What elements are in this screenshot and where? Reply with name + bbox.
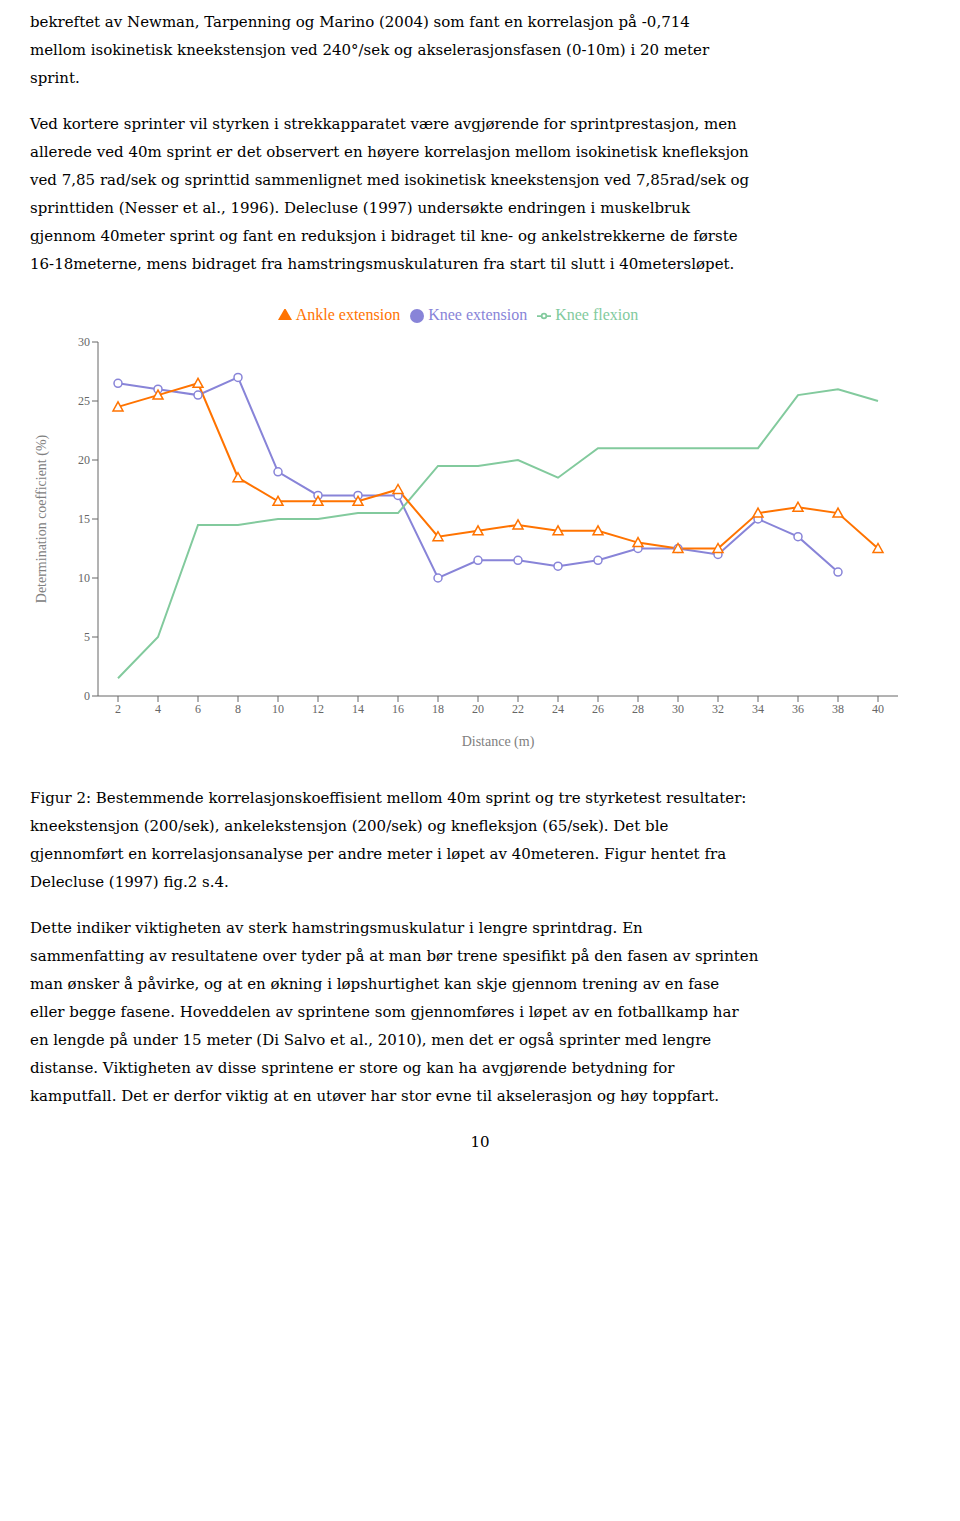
- svg-text:15: 15: [78, 512, 90, 526]
- svg-text:24: 24: [552, 702, 564, 716]
- svg-text:4: 4: [155, 702, 161, 716]
- svg-text:25: 25: [78, 394, 90, 408]
- svg-text:36: 36: [792, 702, 804, 716]
- html-text:gjennomført en korrelasjonsana: gjennomført en korrelasjonsanalyse per a…: [30, 845, 727, 863]
- svg-text:32: 32: [712, 702, 724, 716]
- html-text:allerede ved 40m sprint er det: allerede ved 40m sprint er det observert…: [30, 143, 749, 161]
- svg-text:10: 10: [78, 571, 90, 585]
- svg-text:14: 14: [352, 702, 364, 716]
- svg-text:Determination coefficient (%): Determination coefficient (%): [34, 434, 50, 603]
- html-text:ved 7,85 rad/sek og sprinttid: ved 7,85 rad/sek og sprinttid sammenlign…: [30, 171, 750, 189]
- html-text:Knee flexion: Knee flexion: [555, 306, 639, 323]
- svg-text:40: 40: [872, 702, 884, 716]
- svg-text:28: 28: [632, 702, 644, 716]
- html-text:man ønsker å påvirke, og at en: man ønsker å påvirke, og at en økning i …: [30, 975, 720, 993]
- html-text:kamputfall. Det er derfor vikt: kamputfall. Det er derfor viktig at en u…: [30, 1087, 719, 1105]
- html-text:Ankle extension: Ankle extension: [295, 306, 401, 323]
- html-text:sprinttiden (Nesser et al., 19: sprinttiden (Nesser et al., 1996). Delec…: [30, 199, 690, 217]
- svg-text:20: 20: [78, 453, 90, 467]
- svg-text:34: 34: [752, 702, 764, 716]
- svg-text:38: 38: [832, 702, 844, 716]
- svg-text:2: 2: [115, 702, 121, 716]
- html-text:Figur 2: Bestemmende korrelasj: Figur 2: Bestemmende korrelasjonskoeffis…: [30, 789, 747, 807]
- html-text:en lengde på under 15 meter (D: en lengde på under 15 meter (Di Salvo et…: [30, 1031, 712, 1049]
- html-text:distanse. Viktigheten av disse: distanse. Viktigheten av disse sprintene…: [30, 1059, 675, 1077]
- html-text:gjennom 40meter sprint og fant: gjennom 40meter sprint og fant en reduks…: [30, 227, 738, 245]
- svg-text:8: 8: [235, 702, 241, 716]
- html-text:10: 10: [470, 1133, 490, 1151]
- html-text:sammenfatting av resultatene o: sammenfatting av resultatene over tyder …: [30, 947, 759, 965]
- html-text:16-18meterne, mens bidraget fr: 16-18meterne, mens bidraget fra hamstrin…: [30, 255, 735, 273]
- svg-text:26: 26: [592, 702, 604, 716]
- html-text:bekreftet av Newman, Tarpennin: bekreftet av Newman, Tarpenning og Marin…: [30, 13, 690, 31]
- html-text:Knee extension: Knee extension: [428, 306, 528, 323]
- html-text:Dette indiker viktigheten av s: Dette indiker viktigheten av sterk hamst…: [30, 919, 643, 937]
- html-text:eller begge fasene. Hoveddelen: eller begge fasene. Hoveddelen av sprint…: [30, 1003, 739, 1021]
- html-text:sprint.: sprint.: [30, 69, 80, 87]
- svg-text:20: 20: [472, 702, 484, 716]
- svg-text:12: 12: [312, 702, 324, 716]
- html-text:Ved kortere sprinter vil styrk: Ved kortere sprinter vil styrken i strek…: [30, 115, 737, 133]
- svg-text:16: 16: [392, 702, 404, 716]
- html-text:mellom isokinetisk kneekstensj: mellom isokinetisk kneekstensjon ved 240…: [30, 41, 710, 59]
- html-text:Delecluse (1997) fig.2 s.4.: Delecluse (1997) fig.2 s.4.: [30, 873, 229, 891]
- svg-text:5: 5: [84, 630, 90, 644]
- svg-text:30: 30: [672, 702, 684, 716]
- svg-text:30: 30: [78, 335, 90, 349]
- svg-text:22: 22: [512, 702, 524, 716]
- svg-text:6: 6: [195, 702, 201, 716]
- svg-text:Distance (m): Distance (m): [462, 734, 535, 750]
- svg-text:18: 18: [432, 702, 444, 716]
- svg-text:10: 10: [272, 702, 284, 716]
- html-text:kneekstensjon (200/sek), ankel: kneekstensjon (200/sek), ankelekstensjon…: [30, 817, 669, 835]
- svg-text:0: 0: [84, 689, 90, 703]
